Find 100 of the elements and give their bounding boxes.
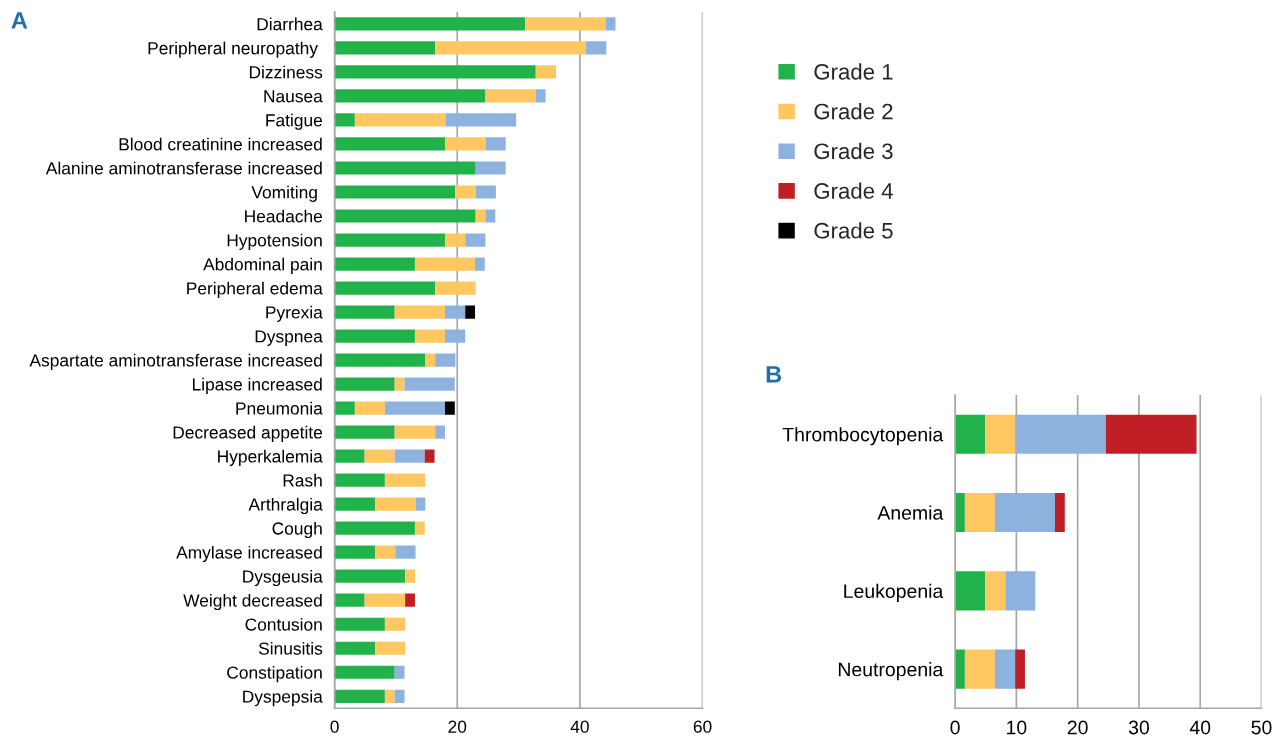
- text: A: [11, 12, 28, 29]
- y-tick-label: Abdominal pain: [203, 257, 322, 274]
- y-tick-label: Dysgeusia: [243, 569, 323, 587]
- y-tick-label: Weight decreased: [183, 593, 322, 611]
- bar: [334, 641, 376, 655]
- bar: [334, 401, 355, 415]
- x-tick-label: 20: [1067, 720, 1088, 735]
- bar: [475, 257, 485, 271]
- bar: [334, 281, 436, 295]
- bar: [334, 473, 385, 487]
- bar: [465, 305, 476, 319]
- bar: [424, 449, 435, 463]
- bar: [955, 492, 965, 533]
- bar: [465, 233, 486, 247]
- bar: [394, 425, 436, 439]
- bar: [405, 593, 415, 607]
- y-tick-label: Constipation: [227, 665, 322, 683]
- bar: [535, 65, 556, 79]
- y-tick-label: Neutropenia: [838, 662, 944, 681]
- bar: [364, 449, 395, 463]
- y-tick-label: Aspartate aminotransferase increased: [29, 353, 322, 370]
- y-tick-label: Pyrexia: [266, 305, 323, 322]
- bar: [334, 545, 376, 559]
- bar: [334, 449, 365, 463]
- bar: [964, 492, 995, 533]
- bar: [334, 593, 365, 607]
- bar: [334, 233, 445, 247]
- bar: [334, 257, 415, 271]
- y-tick-label: Blood creatinine increased: [119, 137, 322, 151]
- bar: [475, 161, 506, 175]
- bar: [334, 17, 526, 31]
- bar: [1015, 414, 1106, 454]
- bar: [414, 329, 445, 343]
- bar: [334, 185, 456, 199]
- x-tick-label: 10: [1007, 720, 1027, 735]
- bar: [354, 113, 446, 127]
- bar: [375, 641, 406, 655]
- x-tick-label: 30: [1128, 720, 1149, 735]
- y-tick-label: Dyspepsia: [243, 689, 323, 707]
- bar: [964, 649, 995, 689]
- bar: [985, 571, 1006, 611]
- y-tick-label: Vomiting: [251, 185, 317, 202]
- y-tick-label: Cough: [272, 521, 322, 539]
- bar: [485, 89, 536, 103]
- bar: [395, 545, 416, 559]
- y-tick-label: Peripheral edema: [187, 281, 323, 298]
- bar: [425, 353, 436, 367]
- bar: [485, 209, 496, 223]
- bar: [445, 113, 517, 127]
- x-tick-label: 60: [693, 720, 712, 733]
- y-tick-label: Lipase increased: [192, 377, 322, 394]
- bar: [405, 569, 415, 583]
- bar: [1005, 571, 1036, 611]
- x-tick-label: 0: [330, 720, 339, 733]
- y-tick-label: Decreased appetite: [173, 425, 323, 443]
- bar: [334, 305, 395, 319]
- bar: [1105, 414, 1197, 454]
- bar: [394, 377, 405, 391]
- bar: [955, 571, 986, 611]
- y-tick-label: Hyperkalemia: [218, 449, 323, 467]
- bar: [394, 665, 405, 679]
- bar: [485, 137, 506, 151]
- bar: [444, 137, 486, 151]
- legend-label: Grade 2: [814, 103, 893, 120]
- bar: [334, 377, 395, 391]
- bar: [334, 617, 385, 631]
- bar: [364, 593, 406, 607]
- legend-label: Grade 1: [814, 63, 893, 80]
- y-tick-label: Dyspnea: [255, 330, 323, 346]
- x-tick-label: 50: [1251, 720, 1272, 735]
- y-tick-label: Peripheral neuropathy: [148, 41, 318, 58]
- bar: [414, 257, 476, 271]
- legend-label: Grade 5: [814, 222, 893, 239]
- bar: [1054, 492, 1065, 533]
- bar: [414, 521, 425, 535]
- y-tick-label: Diarrhea: [257, 17, 323, 31]
- bar: [375, 545, 396, 559]
- bar: [1015, 649, 1025, 689]
- y-tick-label: Fatigue: [266, 113, 323, 130]
- bar: [394, 689, 405, 703]
- bar: [334, 89, 486, 103]
- y-tick-label: Alanine aminotransferase increased: [45, 161, 322, 175]
- bar: [435, 353, 456, 367]
- chart-title: B: [766, 366, 782, 383]
- y-tick-label: Amylase increased: [176, 545, 322, 563]
- x-tick-label: 20: [448, 720, 467, 733]
- bar: [444, 305, 466, 319]
- y-tick-label: Arthralgia: [248, 497, 323, 515]
- bar: [334, 209, 476, 223]
- bar: [334, 41, 436, 55]
- bar: [334, 137, 445, 151]
- bar: [384, 473, 426, 487]
- x-tick-label: 40: [570, 720, 589, 733]
- bar: [334, 353, 426, 367]
- legend-label: Grade 4: [814, 182, 893, 199]
- bar: [444, 233, 466, 247]
- bar: [444, 401, 455, 415]
- bar: [985, 414, 1016, 454]
- bar: [435, 425, 445, 439]
- bar: [994, 492, 1055, 533]
